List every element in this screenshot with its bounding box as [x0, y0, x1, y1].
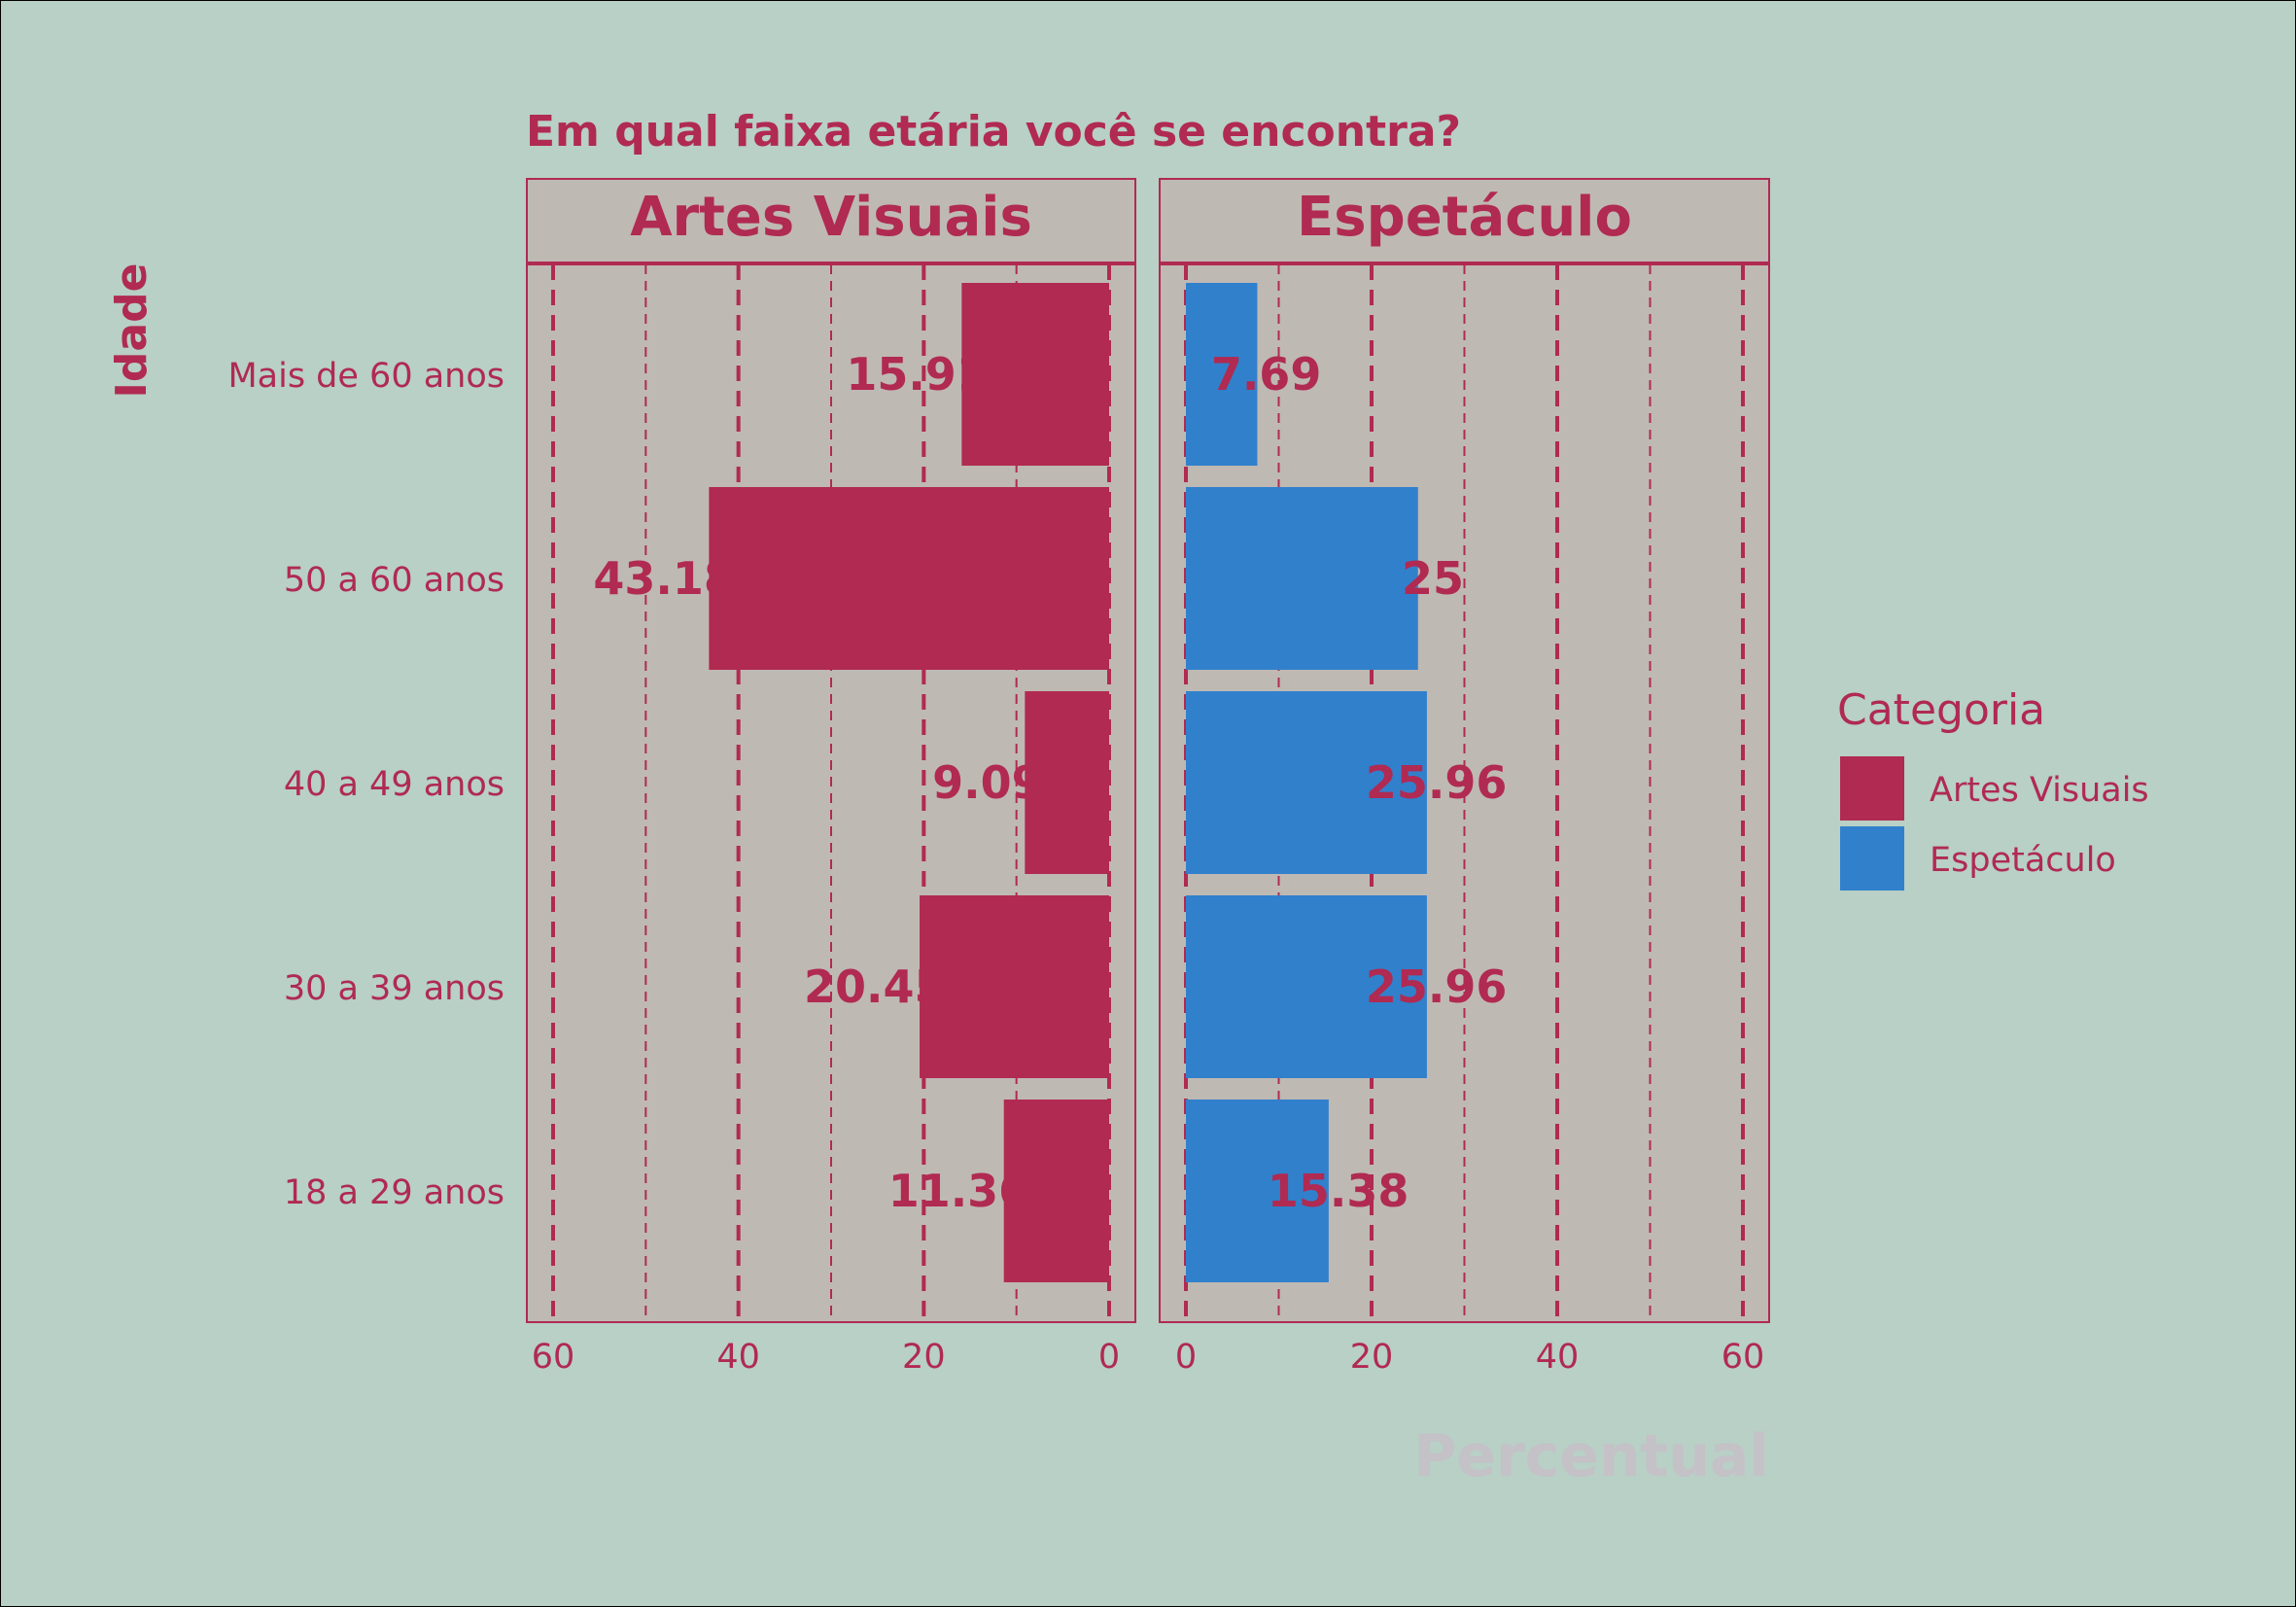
facet-strip-label: Artes Visuais — [630, 186, 1032, 249]
data-label: 7.69 — [1211, 348, 1322, 401]
x-axis-ticks: 60 40 20 0 0 20 40 60 — [532, 1338, 1765, 1377]
data-label: 9.09 — [932, 756, 1043, 809]
bar — [920, 895, 1109, 1078]
x-tick-label: 60 — [532, 1338, 575, 1377]
x-tick-label: 0 — [1175, 1338, 1197, 1377]
x-tick-label: 40 — [1536, 1338, 1580, 1377]
y-axis-title: Idade — [107, 263, 157, 399]
legend-title: Categoria — [1837, 685, 2045, 735]
y-tick-label: 50 a 60 anos — [284, 561, 504, 600]
y-axis-labels: Mais de 60 anos 50 a 60 anos 40 a 49 anos 3… — [227, 357, 504, 1212]
bar — [1186, 487, 1418, 670]
bar — [1186, 895, 1427, 1078]
chart-title: Em qual faixa etária você se encontra? — [526, 107, 1461, 157]
data-label: 25 — [1402, 552, 1464, 605]
legend: Categoria Artes Visuais Espetáculo — [1837, 685, 2149, 891]
legend-label-artes-visuais: Artes Visuais — [1930, 771, 2149, 810]
data-label: 11.36 — [888, 1165, 1030, 1217]
bar — [961, 283, 1109, 466]
x-tick-label: 40 — [716, 1338, 760, 1377]
data-label: 15.38 — [1268, 1165, 1409, 1217]
data-label: 25.96 — [1366, 756, 1508, 809]
facet-strip — [526, 178, 1136, 263]
bar — [1186, 283, 1258, 466]
legend-swatch-espetaculo — [1840, 826, 1904, 891]
bar — [1186, 1100, 1329, 1282]
bar — [1025, 691, 1109, 874]
facet-strip-label: Espetáculo — [1297, 186, 1632, 249]
y-tick-label: Mais de 60 anos — [227, 357, 504, 396]
y-tick-label: 18 a 29 anos — [284, 1173, 504, 1212]
x-tick-label: 0 — [1098, 1338, 1120, 1377]
bar — [709, 487, 1109, 670]
panel-artes-visuais: Artes Visuais 15.91 43.18 9.09 20.45 11.36 — [526, 178, 1136, 1323]
y-tick-label: 30 a 39 anos — [284, 969, 504, 1008]
legend-label-espetaculo: Espetáculo — [1930, 841, 2116, 880]
data-label: 25.96 — [1366, 961, 1508, 1013]
data-label: 20.45 — [804, 961, 946, 1013]
legend-swatch-artes-visuais — [1840, 756, 1904, 821]
x-tick-label: 20 — [902, 1338, 946, 1377]
panel-espetaculo: Espetáculo 7.69 25 25.96 25.96 15.38 — [1159, 178, 1770, 1323]
bar — [1003, 1100, 1109, 1282]
y-tick-label: 40 a 49 anos — [284, 765, 504, 804]
x-axis-title: Percentual — [1413, 1422, 1769, 1490]
data-label: 15.91 — [846, 348, 988, 401]
x-tick-label: 20 — [1350, 1338, 1394, 1377]
x-tick-label: 60 — [1722, 1338, 1765, 1377]
data-label: 43.18 — [593, 552, 735, 605]
bar — [1186, 691, 1427, 874]
facet-strip — [1159, 178, 1770, 263]
